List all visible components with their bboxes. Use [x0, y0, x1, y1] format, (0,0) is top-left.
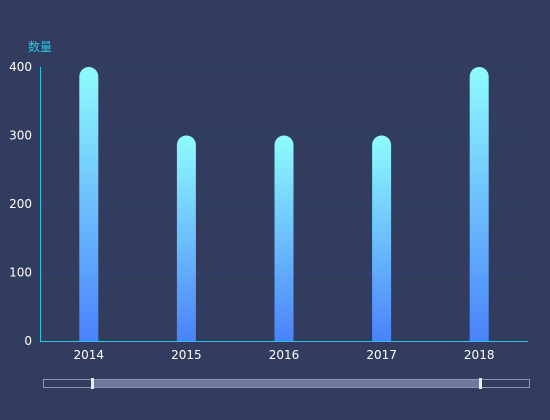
- x-tick-label: 2017: [366, 348, 397, 362]
- slider-handle-start[interactable]: [91, 378, 94, 389]
- y-tick-label: 400: [9, 60, 32, 74]
- bar-2016: [274, 135, 294, 341]
- y-axis-ticks: 0 100 200 300 400: [9, 60, 32, 348]
- bar-2014: [79, 67, 99, 341]
- y-tick-label: 0: [24, 334, 32, 348]
- x-tick-label: 2018: [464, 348, 495, 362]
- y-tick-label: 200: [9, 197, 32, 211]
- y-axis-title: 数量: [28, 39, 52, 54]
- bar-2017: [372, 135, 392, 341]
- bar-2018: [469, 67, 489, 341]
- x-tick-label: 2014: [74, 348, 105, 362]
- slider-selected-range[interactable]: [92, 380, 481, 387]
- bars: [79, 67, 489, 341]
- slider-track[interactable]: [43, 379, 530, 388]
- x-tick-label: 2015: [171, 348, 202, 362]
- y-tick-label: 300: [9, 129, 32, 143]
- bar-2015: [176, 135, 196, 341]
- x-axis-ticks: 2014 2015 2016 2017 2018: [74, 348, 495, 362]
- x-tick-label: 2016: [269, 348, 300, 362]
- slider-handle-end[interactable]: [479, 378, 482, 389]
- y-tick-label: 100: [9, 266, 32, 280]
- zoom-slider[interactable]: [43, 378, 530, 389]
